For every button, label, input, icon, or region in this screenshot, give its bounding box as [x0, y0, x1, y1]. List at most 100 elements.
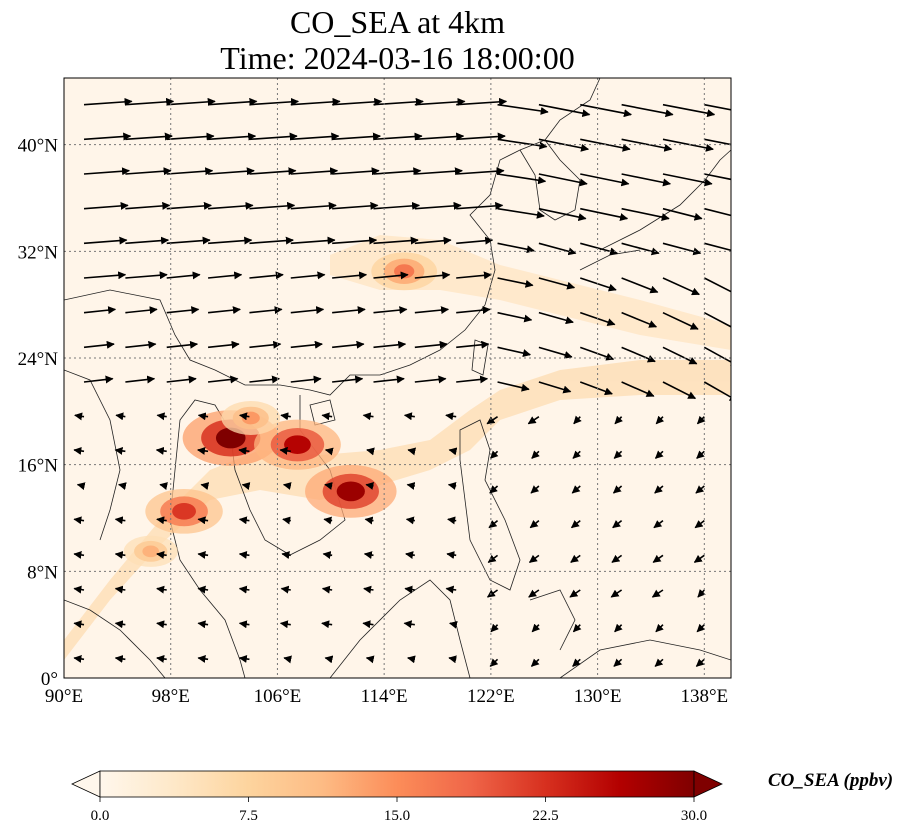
wind-arrow [662, 207, 703, 221]
wind-arrow [654, 485, 664, 494]
wind-arrow [324, 447, 334, 456]
wind-arrow [156, 620, 167, 629]
co-hotspot-core [241, 411, 260, 425]
wind-arrow [166, 236, 211, 245]
wind-arrow [528, 554, 540, 563]
wind-arrow [249, 236, 294, 245]
wind-arrow [651, 589, 664, 598]
wind-arrow [538, 173, 588, 187]
wind-arrow [456, 306, 491, 315]
wind-arrow [197, 654, 209, 663]
wind-arrow [332, 340, 365, 349]
colorbar-min-extension [71, 770, 101, 798]
wind-arrow [208, 97, 258, 106]
wind-arrow [414, 306, 450, 315]
wind-arrow [529, 520, 540, 529]
wind-arrow [332, 132, 381, 141]
wind-arrow [332, 375, 364, 384]
lat-tick-label: 40°N [18, 136, 59, 157]
wind-arrow [114, 585, 126, 594]
wind-arrow [373, 167, 422, 176]
wind-arrow [197, 550, 209, 559]
wind-arrow [125, 375, 156, 384]
wind-arrow [531, 623, 541, 633]
wind-arrow [655, 415, 665, 425]
wind-arrow [332, 271, 368, 280]
wind-arrow [166, 306, 200, 315]
wind-arrow [497, 381, 530, 392]
wind-arrow [655, 623, 664, 633]
wind-arrow [704, 207, 731, 217]
lon-tick-label: 106°E [254, 686, 302, 707]
lon-tick-label: 130°E [574, 686, 622, 707]
wind-arrow [238, 516, 250, 525]
wind-arrow [208, 201, 254, 210]
wind-arrow [197, 446, 209, 455]
wind-arrow [697, 588, 706, 598]
map-frame [63, 77, 732, 679]
wind-arrow [362, 412, 374, 421]
wind-arrow [332, 236, 378, 245]
wind-arrow [621, 346, 656, 363]
wind-arrow [238, 654, 250, 663]
wind-arrow [73, 446, 85, 455]
wind-arrow [405, 516, 415, 525]
wind-arrow [407, 447, 417, 456]
wind-arrow [497, 173, 547, 185]
wind-arrow [83, 340, 115, 349]
wind-arrow [407, 655, 416, 664]
wind-arrow [114, 446, 126, 455]
wind-arrow [373, 340, 407, 349]
wind-arrow [156, 585, 167, 594]
wind-arrow [238, 620, 250, 629]
wind-arrow [363, 585, 374, 594]
wind-arrow [364, 516, 374, 525]
wind-arrow [612, 520, 623, 529]
wind-arrow [448, 447, 458, 456]
wind-arrow [290, 132, 340, 141]
wind-arrow [621, 311, 658, 328]
wind-arrow [73, 620, 85, 629]
wind-arrow [538, 381, 572, 394]
wind-arrow [373, 132, 423, 141]
wind-arrow [497, 277, 534, 288]
wind-arrow [445, 412, 457, 421]
wind-arrow [497, 242, 535, 254]
wind-arrow [404, 585, 415, 594]
wind-arrow [621, 138, 673, 152]
wind-arrow [156, 516, 167, 525]
wind-arrow [487, 554, 499, 563]
wind-arrow [447, 516, 457, 525]
wind-arrow [489, 485, 499, 494]
wind-arrow [538, 277, 576, 290]
wind-arrow [290, 97, 341, 106]
wind-arrow [414, 236, 452, 245]
wind-arrow [662, 346, 698, 365]
wind-arrow [654, 658, 664, 667]
wind-arrow [621, 242, 660, 256]
wind-arrow [579, 346, 615, 361]
wind-arrow [580, 103, 632, 118]
co-hotspot-core [336, 481, 365, 502]
wind-arrow [114, 550, 126, 559]
wind-arrow [332, 97, 383, 106]
wind-arrow [156, 550, 167, 559]
wind-arrow [373, 97, 424, 106]
wind-arrow [125, 132, 173, 141]
wind-arrow [497, 103, 549, 115]
wind-arrow [572, 623, 582, 633]
wind-arrow [580, 277, 617, 292]
map-title-time: Time: 2024-03-16 18:00:00 [220, 40, 575, 76]
wind-arrow [200, 482, 210, 490]
wind-arrow [279, 620, 291, 629]
wind-arrow [125, 167, 172, 176]
wind-arrow [569, 589, 581, 598]
wind-arrow [456, 340, 490, 349]
wind-arrow [414, 97, 466, 106]
wind-arrow [373, 201, 421, 210]
wind-arrow [238, 446, 250, 455]
colorbar-max-extension [693, 770, 723, 798]
wind-arrow [73, 516, 85, 525]
wind-arrow [324, 655, 334, 664]
wind-arrow [125, 306, 158, 315]
